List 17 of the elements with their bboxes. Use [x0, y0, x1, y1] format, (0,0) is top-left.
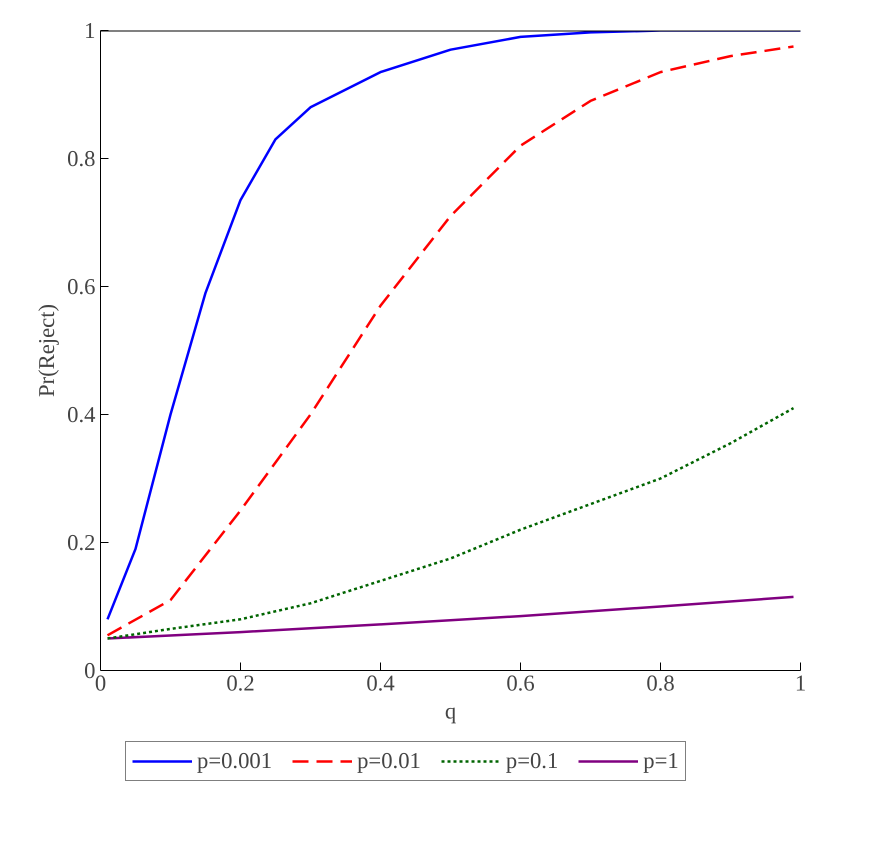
legend-label: p=0.001 — [197, 748, 272, 774]
legend-label: p=0.1 — [506, 748, 558, 774]
x-tick-label: 0.8 — [646, 670, 675, 696]
legend-label: p=1 — [643, 748, 679, 774]
y-tick-label: 0.2 — [67, 530, 96, 555]
y-tick-label: 0.8 — [67, 146, 96, 171]
x-tick-label: 0.2 — [226, 670, 255, 696]
x-axis-title: q — [444, 698, 456, 724]
x-tick-label: 0.4 — [366, 670, 395, 696]
line-series — [106, 406, 795, 640]
legend-label: p=0.01 — [357, 748, 421, 774]
y-tick-label: 0.4 — [67, 402, 96, 427]
x-tick-label: 0.6 — [506, 670, 535, 696]
y-axis-title: Pr(Reject) — [34, 304, 60, 398]
x-tick-label: 1 — [794, 670, 806, 696]
y-tick-label: 0.6 — [67, 274, 96, 299]
y-tick-label: 1 — [84, 18, 96, 43]
